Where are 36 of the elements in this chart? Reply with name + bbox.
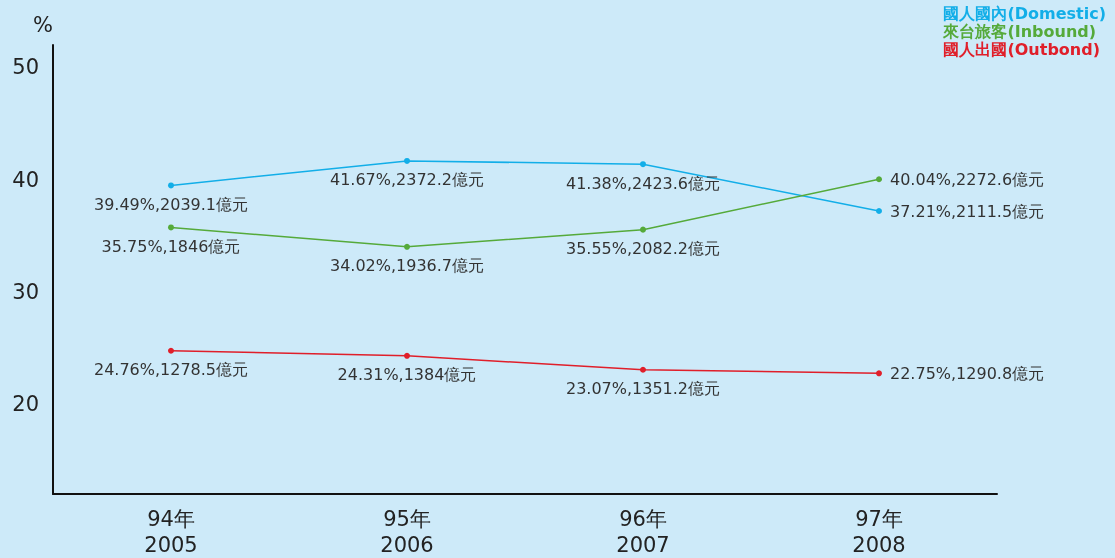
y-tick-label: 30 xyxy=(12,279,39,304)
point xyxy=(876,176,882,183)
y-axis-title: % xyxy=(33,12,53,37)
data-label: 22.75%,1290.8億元 xyxy=(890,363,1045,383)
data-label: 41.67%,2372.2億元 xyxy=(329,170,485,190)
point xyxy=(640,366,646,373)
point xyxy=(404,352,410,359)
x-tick-label: 94年 2005 xyxy=(144,507,198,557)
point xyxy=(404,243,410,250)
data-label: 24.76%,1278.5億元 xyxy=(93,360,249,380)
data-label: 35.55%,2082.2億元 xyxy=(565,239,721,259)
data-label: 39.49%,2039.1億元 xyxy=(93,194,249,214)
x-tick-label: 97年 2008 xyxy=(852,507,906,557)
data-label: 41.38%,2423.6億元 xyxy=(565,173,721,193)
text: 國人國內(Domestic) xyxy=(943,3,1106,23)
point xyxy=(640,161,646,168)
data-label: 40.04%,2272.6億元 xyxy=(890,169,1045,189)
data-label: 24.31%,1384億元 xyxy=(337,365,477,385)
point xyxy=(168,347,174,354)
point xyxy=(404,157,410,164)
y-tick-label: 20 xyxy=(12,392,39,417)
point xyxy=(168,182,174,189)
text: 國人出國(Outbond) xyxy=(943,39,1100,59)
y-tick-label: 50 xyxy=(12,55,39,80)
point xyxy=(876,208,882,215)
point xyxy=(168,224,174,231)
data-label: 23.07%,1351.2億元 xyxy=(565,379,721,399)
data-label: 35.75%,1846億元 xyxy=(101,236,241,256)
point xyxy=(640,226,646,233)
x-tick-label: 96年 2007 xyxy=(616,507,670,557)
y-tick-label: 40 xyxy=(12,167,39,192)
point xyxy=(876,370,882,377)
text: 來台旅客(Inbound) xyxy=(942,21,1097,41)
x-tick-label: 95年 2006 xyxy=(380,507,434,557)
data-label: 34.02%,1936.7億元 xyxy=(329,256,485,276)
data-label: 37.21%,2111.5億元 xyxy=(890,201,1045,221)
